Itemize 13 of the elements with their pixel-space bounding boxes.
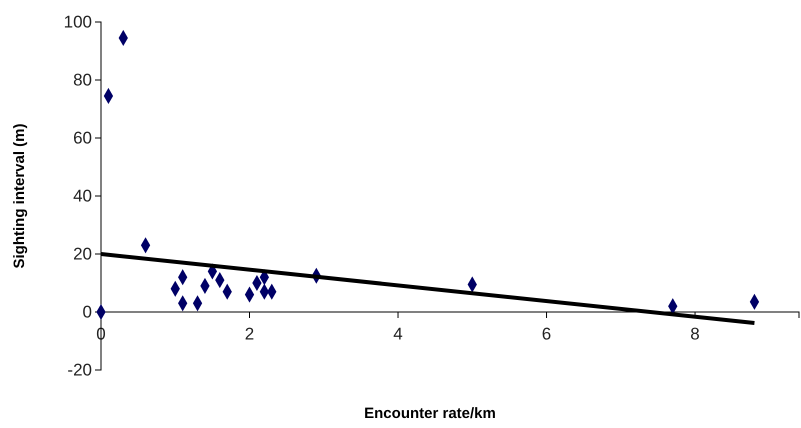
y-tick-label: 20 — [73, 244, 92, 264]
y-tick-label: 40 — [73, 186, 92, 206]
x-tick-label: 4 — [393, 324, 403, 344]
y-tick-label: 100 — [64, 12, 92, 32]
x-tick-label: 6 — [542, 324, 552, 344]
y-tick-label: 0 — [82, 302, 92, 322]
x-axis-title: Encounter rate/km — [364, 405, 496, 422]
y-axis-title: Sighting interval (m) — [11, 123, 28, 269]
y-tick-label: -20 — [67, 360, 92, 380]
x-tick-label: 8 — [690, 324, 700, 344]
y-tick-label: 60 — [73, 128, 92, 148]
x-tick-label: 2 — [244, 324, 254, 344]
y-tick-label: 80 — [73, 70, 92, 90]
